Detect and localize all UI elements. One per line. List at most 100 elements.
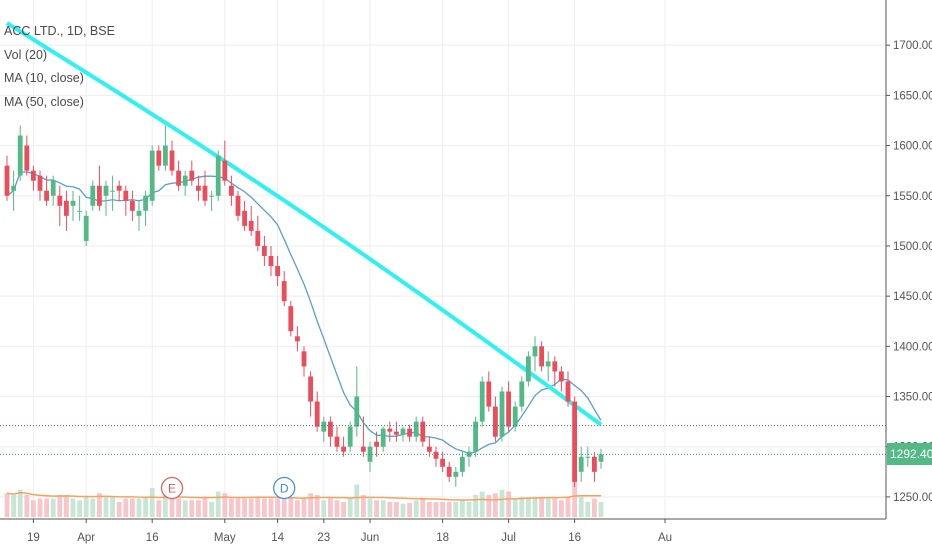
legend-symbol[interactable]: ACC LTD., 1D, BSE (4, 24, 115, 38)
volume-bar (565, 496, 571, 517)
volume-bar (295, 500, 300, 517)
candle-body (592, 456, 597, 472)
volume-bar (354, 484, 360, 517)
candle-body (400, 428, 406, 435)
candle-body (413, 421, 419, 437)
candle-body (50, 180, 56, 196)
volume-bar (149, 488, 155, 517)
volume-bar (255, 496, 261, 517)
volume-bar (189, 500, 195, 517)
candle-body (433, 451, 439, 459)
volume-bar (301, 498, 307, 517)
candle-body (275, 266, 280, 277)
chart-legend: ACC LTD., 1D, BSE Vol (20) MA (10, close… (4, 20, 115, 114)
volume-bar (288, 496, 294, 517)
volume-bar (598, 502, 604, 517)
volume-bar (130, 498, 135, 517)
x-tick-label: 18 (436, 532, 449, 544)
volume-bar (4, 493, 10, 517)
volume-bar (242, 498, 247, 517)
candle-body (4, 165, 10, 196)
volume-bar (506, 491, 511, 517)
volume-bar (281, 496, 287, 517)
x-tick-label: Apr (77, 532, 95, 544)
candle-body (446, 466, 452, 477)
y-tick-label: 1400.00 (893, 341, 932, 353)
candle-body (486, 381, 492, 407)
volume-bar (90, 498, 96, 517)
volume-bar (539, 498, 544, 517)
event-marker-label: D (280, 482, 289, 496)
candle-body (295, 336, 300, 342)
x-tick-label: May (214, 532, 236, 544)
volume-bar (235, 498, 241, 517)
x-tick-label: Jul (501, 532, 516, 544)
event-marker-circle (273, 476, 296, 500)
volume-bar (572, 477, 577, 517)
x-tick-label: 16 (568, 532, 581, 544)
candle-body (163, 145, 168, 166)
candle-body (202, 185, 208, 201)
volume-bar (400, 503, 406, 517)
candle-body (374, 441, 379, 447)
event-marker-circle (160, 476, 184, 500)
candle-body (526, 356, 531, 382)
candle-body (308, 376, 313, 402)
volume-bar (275, 498, 280, 517)
volume-bar (420, 498, 426, 517)
candle-body (407, 428, 412, 437)
candle-body (222, 160, 228, 181)
volume-bar (196, 500, 201, 517)
candle-body (387, 428, 393, 432)
volume-bar (70, 498, 76, 517)
y-tick-label: 1550.00 (893, 191, 932, 203)
candle-body (156, 150, 162, 166)
volume-bar (229, 498, 234, 517)
candle-body (539, 346, 544, 367)
candle-body (143, 195, 148, 211)
candle-body (262, 245, 267, 256)
candle-body (149, 150, 155, 201)
candle-body (242, 210, 247, 226)
legend-volume[interactable]: Vol (20) (4, 47, 48, 62)
volume-bar (413, 500, 419, 517)
candle-body (268, 255, 274, 267)
volume-bar (473, 495, 478, 517)
volume-bar (407, 503, 412, 517)
volume-bar (466, 502, 472, 517)
volume-bar (24, 495, 30, 517)
volume-bar (77, 500, 82, 517)
candle-body (31, 170, 36, 181)
candle-body (361, 446, 366, 452)
volume-bar (268, 498, 274, 517)
candle-body (354, 396, 360, 427)
y-tick-label: 1600.00 (893, 141, 932, 153)
candle-body (585, 456, 591, 458)
volume-bar (460, 500, 465, 517)
candle-body (559, 371, 564, 382)
volume-bar (526, 496, 531, 517)
candle-body (136, 210, 142, 216)
volume-bar (116, 502, 122, 517)
volume-bar (182, 500, 188, 517)
candle-body (209, 195, 214, 197)
volume-bar (486, 495, 492, 517)
volume-bar (169, 496, 175, 517)
volume-bar (83, 496, 89, 517)
volume-bar (110, 496, 115, 517)
legend-ma10[interactable]: MA (10, close) (4, 71, 84, 85)
candle-body (189, 170, 195, 181)
volume-bar (341, 502, 346, 517)
candle-body (248, 220, 254, 231)
legend-ma50[interactable]: MA (50, close) (4, 94, 84, 109)
volume-bar (512, 498, 518, 517)
candle-body (235, 195, 241, 216)
candle-body (552, 361, 558, 372)
candle-body (460, 456, 465, 472)
candle-body (334, 436, 340, 447)
candle-body (301, 351, 307, 367)
x-tick-label: Au (658, 532, 672, 544)
candle-body (512, 406, 518, 427)
last-price-label: 1292.40 (887, 443, 932, 466)
